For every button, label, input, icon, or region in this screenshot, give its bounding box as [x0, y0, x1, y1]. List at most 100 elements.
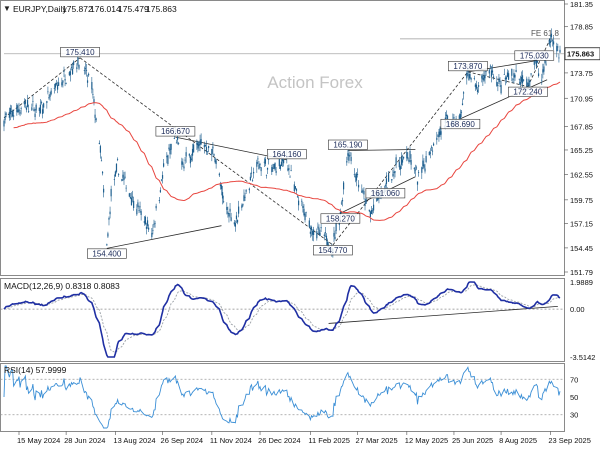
candle-body: [110, 188, 112, 197]
y-tick-label: 181.35: [570, 0, 593, 9]
candle-body: [43, 103, 45, 108]
candle-body: [475, 84, 478, 89]
candle-body: [445, 114, 448, 117]
candle-body: [369, 211, 371, 217]
candle-body: [348, 154, 350, 161]
macd-layer: [0, 281, 565, 358]
fe-label: FE 61.8: [531, 29, 560, 38]
candle-body: [353, 174, 355, 176]
x-tick-label: 13 Aug 2024: [113, 436, 155, 445]
candle-body: [61, 82, 63, 86]
candle-body: [436, 137, 438, 140]
candle-body: [199, 140, 201, 145]
candle-body: [466, 72, 468, 79]
candle-body: [10, 111, 13, 112]
price-label-box: [155, 126, 196, 137]
y-tick-label: 167.85: [570, 122, 593, 131]
price-label: 158.270: [326, 214, 355, 223]
ohlc-close: 175.863: [146, 4, 177, 14]
candle-body: [268, 159, 270, 160]
candle-body: [145, 226, 148, 229]
candle-body: [549, 40, 551, 43]
candle-body: [65, 83, 67, 85]
price-label: 166.670: [161, 127, 190, 136]
candle-body: [305, 212, 307, 214]
candle-body: [243, 195, 245, 201]
candle-body: [557, 46, 559, 48]
candle-body: [370, 210, 373, 215]
candle-body: [253, 171, 255, 174]
candle-body: [503, 73, 505, 75]
candle-body: [410, 159, 412, 165]
y-tick-label: 170.95: [570, 94, 593, 103]
candle-body: [309, 231, 311, 234]
candle-body: [287, 168, 289, 171]
candle-body: [364, 204, 366, 206]
candle-body: [58, 82, 60, 86]
candle-body: [278, 158, 280, 167]
candle-body: [4, 116, 6, 121]
candle-body: [18, 108, 20, 112]
candle-body: [3, 120, 5, 127]
candle-body: [47, 91, 49, 93]
candle-body: [249, 176, 251, 181]
candle-body: [91, 82, 93, 90]
x-tick-label: 15 May 2024: [17, 436, 60, 445]
candle-body: [316, 231, 318, 239]
candle-body: [395, 157, 397, 165]
price-label: 164.160: [272, 150, 301, 159]
candle-body: [230, 217, 232, 221]
candle-body: [193, 144, 195, 153]
x-tick-label: 11 Nov 2024: [210, 436, 252, 445]
candle-body: [256, 161, 258, 167]
price-label-box: [267, 149, 307, 160]
candle-body: [124, 176, 126, 178]
candle-body: [424, 168, 426, 172]
candle-body: [521, 75, 524, 84]
candle-body: [235, 215, 238, 220]
candle-body: [28, 110, 30, 112]
price-panel[interactable]: [0, 0, 565, 276]
candle-body: [279, 164, 281, 169]
candle-body: [129, 197, 132, 199]
candle-body: [189, 156, 192, 164]
candle-body: [121, 179, 123, 181]
candle-body: [518, 78, 520, 80]
candle-body: [115, 163, 118, 172]
candle-body: [63, 71, 65, 72]
candle-body: [83, 70, 85, 71]
candle-body: [484, 74, 486, 79]
macd-panel[interactable]: [0, 278, 565, 362]
y-tick-label: 154.45: [570, 244, 593, 253]
dropdown-arrow-icon[interactable]: ▼: [3, 4, 11, 13]
candle-body: [372, 204, 375, 211]
candle-body: [384, 185, 386, 187]
candle-body: [223, 201, 225, 203]
candle-body: [324, 232, 326, 234]
candle-body: [116, 159, 119, 160]
candle-body: [402, 156, 405, 159]
rsi-panel[interactable]: [0, 363, 565, 432]
candle-body: [363, 191, 365, 195]
candle-body: [31, 107, 33, 111]
x-tick-label: 27 Mar 2025: [356, 436, 398, 445]
price-label-box: [328, 139, 368, 150]
candle-body: [341, 200, 344, 202]
candle-body: [264, 159, 266, 164]
candle-body: [159, 190, 162, 193]
ohlc-high: 176.014: [90, 4, 121, 14]
candle-body: [460, 111, 463, 113]
candle-body: [56, 85, 59, 90]
x-tick-label: 12 May 2025: [405, 436, 448, 445]
candle-body: [504, 77, 506, 80]
candle-body: [263, 161, 265, 163]
candle-body: [519, 82, 521, 85]
candle-body: [526, 78, 528, 87]
candle-body: [50, 90, 52, 95]
candle-body: [357, 184, 360, 188]
candle-body: [118, 174, 120, 175]
candle-body: [356, 173, 359, 175]
macd-trendline: [328, 305, 558, 324]
candle-body: [431, 150, 434, 152]
